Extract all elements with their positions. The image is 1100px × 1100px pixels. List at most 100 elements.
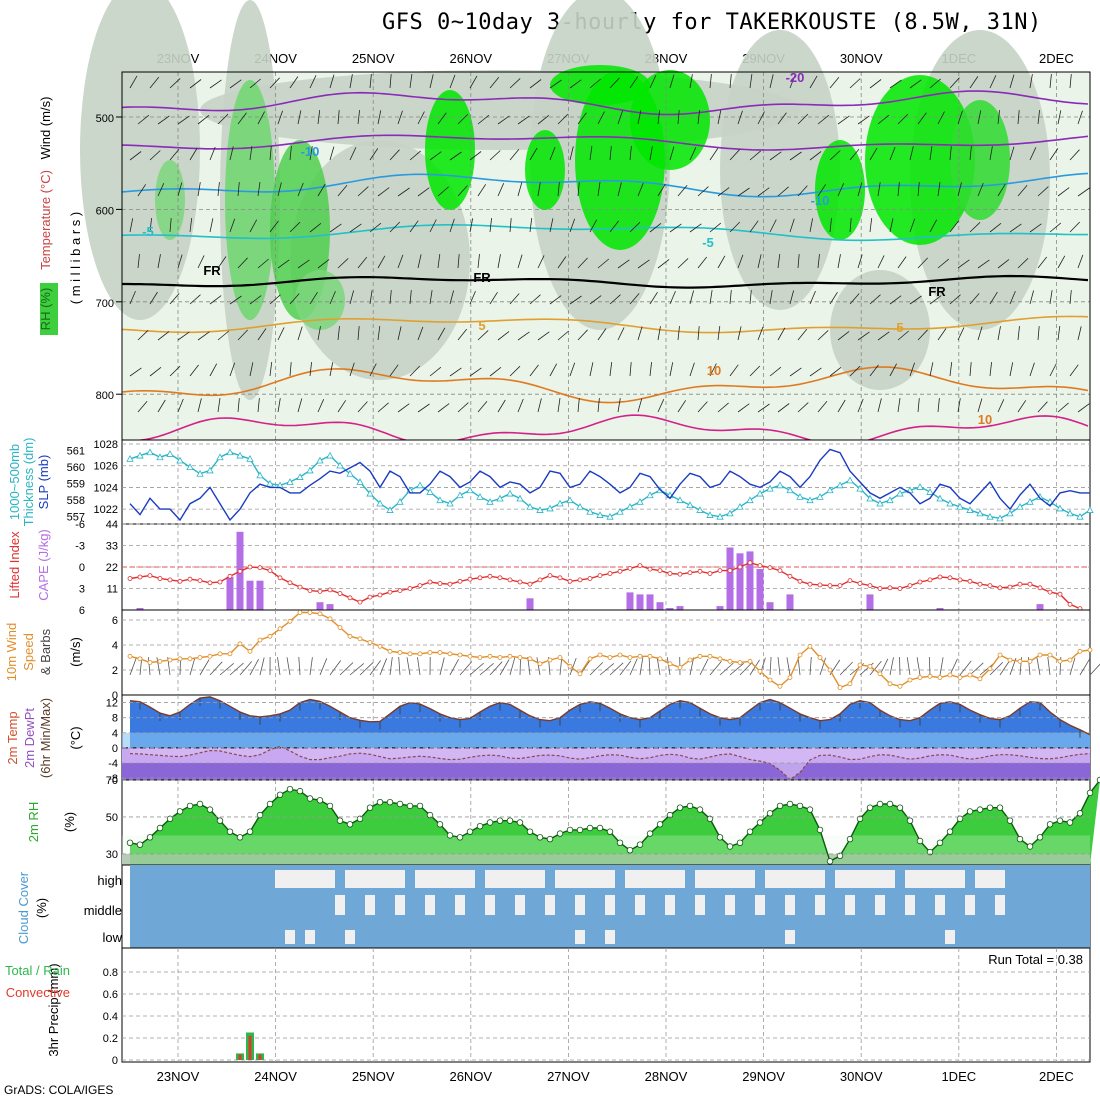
wind-barb (377, 110, 382, 125)
wind-barb (709, 363, 717, 377)
thickness-point (816, 493, 824, 500)
wind10-point (1077, 648, 1083, 654)
wind-barb (689, 223, 702, 233)
thickness-point (806, 496, 814, 504)
wind-barb (729, 662, 744, 676)
wind-barb (609, 662, 624, 676)
wind-barb (689, 290, 694, 305)
date-label: 2DEC (1039, 51, 1074, 66)
rh2m-point (186, 802, 194, 810)
cloud-high-cell (775, 870, 785, 888)
wind-barb (369, 290, 373, 305)
wind-barb (197, 398, 202, 413)
cloud-high-cell (325, 870, 335, 888)
precip-label: 3hr Precip (mm) (46, 963, 61, 1056)
wind-barb (949, 220, 959, 233)
wind10-point (367, 640, 373, 645)
wind10-point (687, 657, 693, 663)
wind-barb (549, 146, 556, 161)
cape-bar (626, 592, 634, 610)
contour-minus20b (121, 134, 1089, 151)
lifted-index-point (927, 577, 933, 583)
rh2m-point (726, 843, 734, 850)
cloud-mid-cell (875, 895, 885, 915)
rh2m-point (476, 823, 484, 830)
lifted-index-point (937, 574, 943, 580)
lifted-index-point (127, 576, 133, 581)
wind-barb (189, 79, 202, 89)
cloud-high-cell (485, 870, 495, 888)
thickness-point (246, 455, 254, 462)
cloud-high-cell (465, 870, 475, 888)
lifted-index-point (777, 568, 783, 573)
wind-barb (709, 290, 713, 305)
slp-line (129, 448, 1090, 522)
wind10-point (187, 656, 193, 662)
wind-barb (857, 331, 870, 341)
wind-barb (757, 187, 770, 197)
thickness-point (536, 506, 544, 513)
rh2m-point (926, 848, 934, 856)
wind-barb (417, 657, 421, 676)
wind10-point (297, 610, 303, 615)
wind10-point (607, 655, 613, 660)
rh2m-point (756, 819, 764, 826)
wind-barb (317, 399, 325, 413)
rh2m-point (906, 817, 914, 824)
lifted-index-point (917, 579, 923, 585)
thickness-point (926, 488, 934, 495)
wind10-point (467, 653, 473, 659)
wind-barb (289, 293, 300, 305)
thickness-point (356, 478, 364, 485)
wind-barb (317, 110, 321, 125)
cloud-high-cell (835, 870, 845, 888)
wind-barb (149, 76, 160, 89)
wind-barb (899, 656, 901, 676)
wind-barb (717, 187, 730, 197)
rh-green-area (550, 65, 650, 105)
wind10-point (997, 652, 1003, 658)
rh2m-point (136, 841, 144, 848)
thickness-point (576, 502, 584, 510)
cloud-high-cell (345, 870, 355, 888)
wind10-point (727, 658, 733, 664)
wind-barb (1017, 400, 1027, 413)
lifted-index-point (447, 581, 453, 587)
cape-tick-label: 44 (106, 519, 118, 531)
rh2m-point (766, 810, 774, 817)
cloud-mid-cell (845, 895, 855, 915)
wind10-point (167, 657, 173, 663)
wind-barb (489, 76, 500, 89)
cloud-mid-cell (395, 895, 405, 915)
wind-barb (229, 662, 244, 676)
wind-barb (989, 75, 997, 89)
thickness-point (726, 509, 734, 517)
wind-barb (789, 218, 795, 233)
rh2m-point (466, 828, 474, 835)
wind-barb (649, 75, 657, 89)
wind-barb (569, 362, 576, 377)
wind-barb (677, 258, 689, 269)
cape-bar (636, 594, 644, 610)
thickness-point (896, 489, 904, 497)
wind10-point (667, 661, 673, 667)
wind-barb (397, 187, 410, 197)
wind-barb (499, 659, 510, 676)
wind-barb (1089, 663, 1100, 676)
wind-barb (517, 182, 523, 197)
wind-barb (557, 182, 560, 197)
contour-freezing (122, 274, 1089, 289)
wind-barb (309, 222, 322, 233)
cloud-panel: high middle low (84, 864, 1091, 949)
wind-barb (329, 223, 342, 233)
thickness-point (976, 509, 984, 517)
contour-minus5 (121, 224, 1088, 242)
wind-barb (1029, 223, 1042, 233)
wind-barb (629, 76, 639, 89)
wind10-point (157, 658, 163, 664)
wind-barb (397, 110, 403, 125)
wind-barb (249, 219, 258, 233)
wind-barb (629, 293, 640, 305)
rh2m-point (1036, 834, 1044, 841)
wind10-point (837, 685, 843, 690)
